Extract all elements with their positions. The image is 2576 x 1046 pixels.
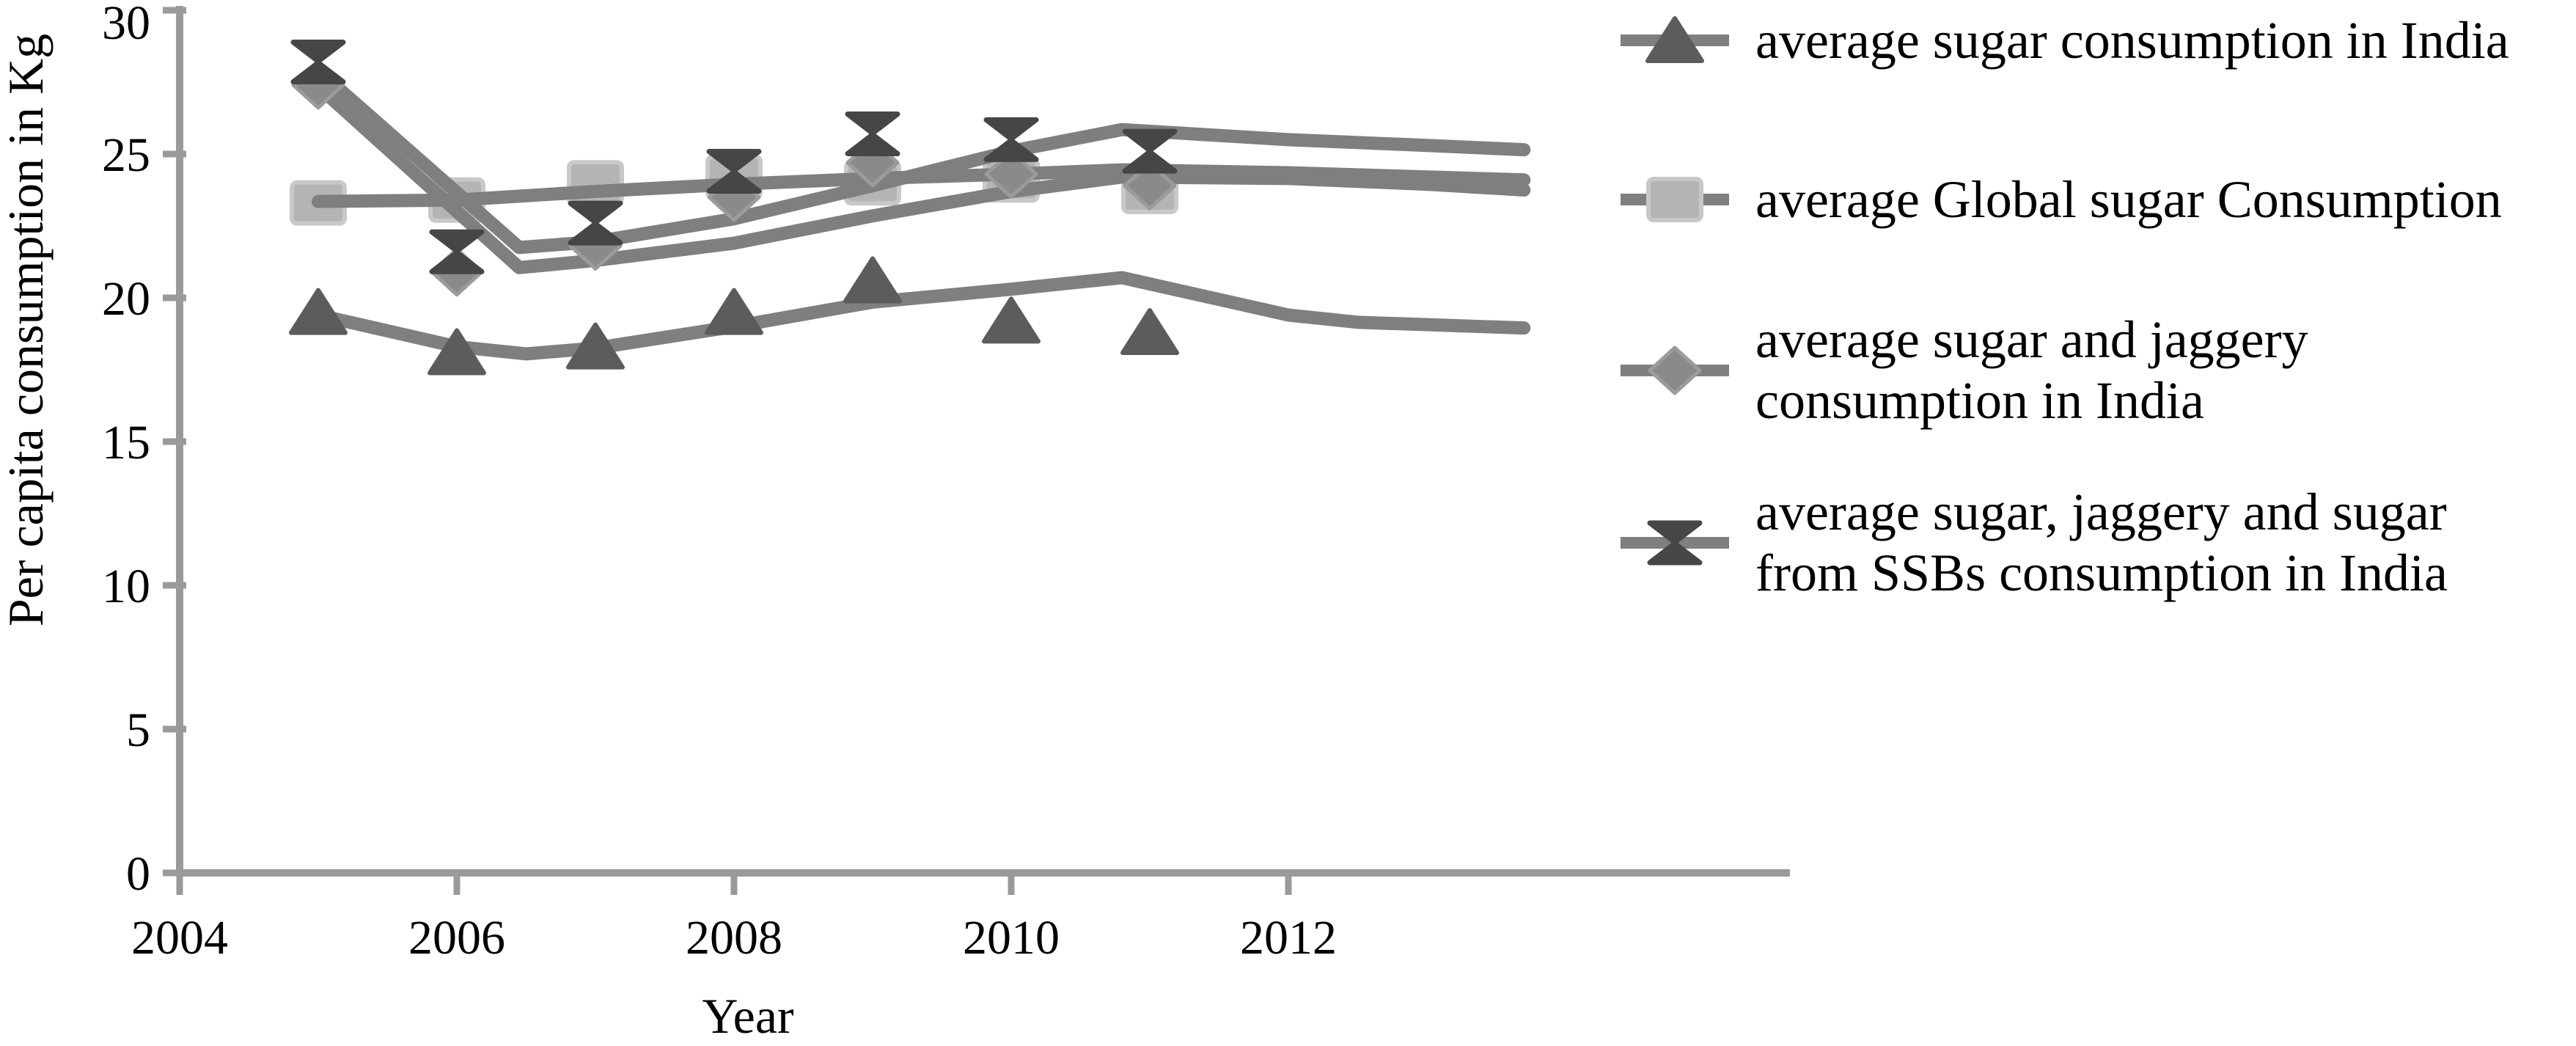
- triangle-trend-line: [312, 271, 1531, 361]
- legend-item-sugar-jaggery: average sugar and jaggery consumption in…: [1618, 306, 2308, 435]
- diamond-marker: [1648, 345, 1702, 395]
- legend-label: average sugar and jaggery consumption in…: [1755, 310, 2308, 431]
- x-axis-title: Year: [702, 988, 794, 1044]
- xcross-marker: [983, 117, 1039, 162]
- triangle-marker: [289, 288, 348, 335]
- data-markers-layer: [289, 40, 1179, 376]
- x-tick-label: 2008: [686, 911, 782, 965]
- triangle-marker: [1645, 16, 1704, 63]
- legend-label-line: consumption in India: [1755, 371, 2204, 430]
- legend-label-line: average sugar, jaggery and sugar: [1755, 483, 2447, 541]
- xcross-marker: [290, 40, 346, 85]
- legend-label-line: average sugar and jaggery: [1755, 310, 2308, 369]
- legend: average sugar consumption in India avera…: [1618, 0, 2576, 660]
- xcross-marker: [706, 149, 762, 194]
- y-tick-label: 10: [102, 560, 150, 613]
- y-tick-label: 15: [102, 416, 150, 469]
- diamond-marker: [1123, 161, 1177, 211]
- legend-label: average sugar consumption in India: [1755, 10, 2509, 71]
- legend-label: average Global sugar Consumption: [1755, 169, 2502, 230]
- diamond-marker: [984, 149, 1038, 199]
- triangle-marker: [428, 328, 486, 376]
- triangle-marker: [982, 296, 1041, 344]
- legend-label-line: average sugar consumption in India: [1755, 10, 2509, 70]
- xcross-trend-line: [312, 64, 1531, 255]
- triangle-series-icon: [1621, 16, 1729, 63]
- triangle-marker: [566, 322, 625, 370]
- trend-lines-layer: [312, 64, 1531, 361]
- y-tick-label: 30: [102, 0, 150, 50]
- xcross-marker: [568, 200, 623, 246]
- legend-item-global-sugar: average Global sugar Consumption: [1618, 164, 2502, 235]
- x-tick-label: 2012: [1240, 911, 1337, 965]
- y-tick-label: 25: [102, 128, 150, 182]
- legend-label-line: from SSBs consumption in India: [1755, 544, 2448, 602]
- legend-label-line: average Global sugar Consumption: [1755, 169, 2502, 229]
- diamond-series-icon: [1621, 345, 1729, 395]
- y-axis-title: Per capita consumption in Kg: [0, 34, 54, 626]
- x-tick-label: 2006: [408, 911, 505, 965]
- legend-item-sugar-india: average sugar consumption in India: [1618, 5, 2509, 76]
- triangle-marker: [1120, 308, 1179, 356]
- diamond-trend-line: [312, 79, 1531, 274]
- legend-label: average sugar, jaggery and sugar from SS…: [1755, 482, 2448, 604]
- y-tick-label: 0: [126, 847, 150, 901]
- xcross-marker: [1122, 128, 1178, 174]
- triangle-marker: [705, 288, 763, 335]
- triangle-marker: [843, 256, 902, 304]
- xcross-marker: [429, 229, 485, 274]
- x-tick-label: 2004: [131, 911, 228, 965]
- xcross-marker: [1647, 520, 1703, 566]
- axes: 0 5 10 15 20 25 30 2004 2006 2008 2010 2012: [102, 0, 1790, 965]
- xcross-marker: [845, 111, 900, 157]
- square-series-icon: [1621, 177, 1729, 222]
- legend-item-sugar-jaggery-ssb: average sugar, jaggery and sugar from SS…: [1618, 478, 2448, 607]
- y-tick-label: 20: [102, 272, 150, 326]
- square-marker: [1646, 177, 1703, 222]
- y-tick-label: 5: [126, 703, 150, 757]
- xcross-series-icon: [1621, 520, 1729, 566]
- x-tick-label: 2010: [963, 911, 1060, 965]
